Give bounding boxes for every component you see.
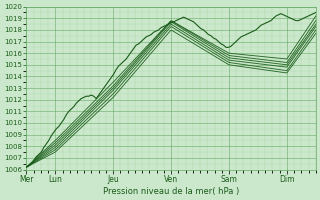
X-axis label: Pression niveau de la mer( hPa ): Pression niveau de la mer( hPa ) <box>103 187 239 196</box>
